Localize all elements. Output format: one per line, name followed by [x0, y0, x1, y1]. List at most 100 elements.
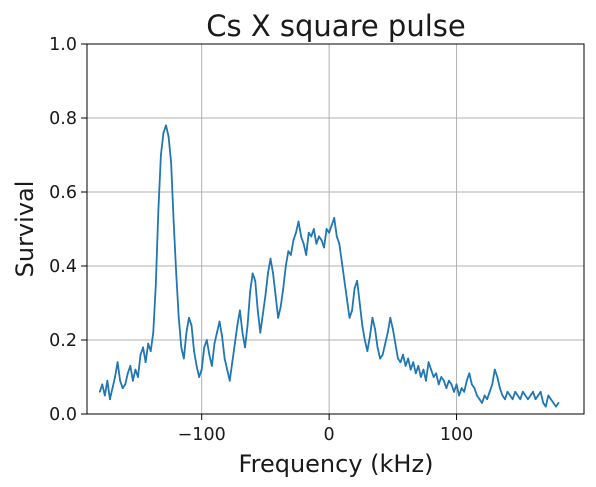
data-point — [116, 361, 119, 364]
data-point — [131, 379, 134, 382]
data-point — [244, 346, 246, 349]
data-point — [394, 342, 397, 345]
data-point — [198, 376, 201, 378]
data-point — [261, 313, 264, 315]
data-point — [241, 331, 244, 334]
data-point — [537, 394, 540, 397]
data-point — [249, 291, 252, 293]
data-point — [501, 394, 504, 397]
data-point — [351, 309, 353, 312]
data-point — [160, 154, 162, 156]
data-point — [465, 379, 468, 382]
data-point — [363, 339, 366, 341]
data-point — [450, 383, 453, 386]
y-tick-label: 1.0 — [49, 35, 77, 55]
data-point — [119, 379, 122, 382]
data-point — [205, 339, 208, 341]
data-point — [111, 387, 114, 389]
data-point — [195, 365, 198, 367]
chart-title: Cs X square pulse — [206, 9, 465, 43]
data-point — [279, 305, 282, 308]
data-point — [193, 350, 195, 352]
data-point — [251, 272, 254, 275]
data-point — [139, 353, 142, 356]
data-point — [188, 316, 190, 319]
x-tick-label: 100 — [440, 425, 473, 445]
data-point — [246, 324, 249, 327]
data-point — [218, 320, 221, 323]
data-point — [430, 368, 432, 371]
data-point — [346, 298, 348, 301]
data-point — [391, 328, 394, 330]
data-points-0 — [98, 124, 560, 408]
data-point — [348, 316, 351, 319]
data-point — [213, 342, 216, 345]
data-point — [297, 220, 300, 223]
data-point — [256, 309, 259, 312]
data-point — [555, 405, 557, 408]
data-point — [409, 368, 412, 371]
data-point — [427, 361, 430, 364]
data-point — [144, 361, 147, 364]
data-point — [284, 265, 287, 267]
data-point — [539, 390, 542, 393]
data-point — [223, 357, 226, 360]
data-point — [274, 294, 277, 297]
data-point — [488, 390, 491, 393]
data-point — [358, 302, 361, 304]
data-point — [486, 398, 489, 401]
data-point — [208, 353, 211, 356]
data-point — [154, 283, 157, 286]
data-point — [289, 254, 292, 256]
data-point — [376, 346, 379, 349]
data-point — [366, 350, 369, 352]
data-point — [483, 394, 486, 397]
data-point — [226, 368, 229, 371]
plot-frame — [86, 43, 585, 415]
data-point — [170, 161, 173, 164]
data-point — [491, 383, 494, 386]
data-point — [521, 390, 524, 393]
data-point — [552, 402, 555, 404]
data-point — [221, 335, 223, 338]
y-tick-label: 0.8 — [49, 109, 77, 129]
series-layer — [98, 124, 560, 408]
data-point — [498, 387, 501, 389]
data-point — [312, 228, 315, 230]
data-point — [442, 379, 445, 382]
data-point — [315, 242, 318, 245]
x-tick-label: −100 — [178, 425, 226, 445]
data-point — [330, 224, 333, 227]
data-point — [295, 231, 297, 234]
data-point — [216, 331, 218, 334]
data-point — [124, 383, 127, 386]
data-point — [343, 279, 346, 282]
data-point — [532, 390, 534, 393]
data-point — [493, 368, 496, 371]
data-point — [353, 287, 356, 290]
data-point — [98, 390, 101, 393]
data-point — [419, 376, 422, 378]
data-point — [282, 287, 285, 290]
data-point — [470, 383, 473, 386]
data-point — [272, 272, 274, 275]
data-point — [404, 365, 407, 367]
data-point — [185, 331, 188, 334]
data-point — [236, 324, 239, 327]
data-point — [384, 342, 387, 345]
data-point — [338, 242, 341, 245]
x-axis-label: Frequency (kHz) — [239, 450, 434, 478]
data-point — [254, 279, 257, 282]
data-point — [458, 394, 461, 397]
data-point — [473, 387, 476, 389]
data-point — [481, 402, 483, 404]
data-point — [371, 316, 374, 319]
data-point — [228, 379, 231, 382]
data-point — [529, 394, 532, 397]
data-point — [292, 239, 295, 242]
data-point — [335, 235, 338, 238]
data-point — [162, 131, 165, 134]
data-point — [165, 124, 167, 127]
data-point — [463, 390, 466, 393]
data-point — [524, 394, 527, 397]
